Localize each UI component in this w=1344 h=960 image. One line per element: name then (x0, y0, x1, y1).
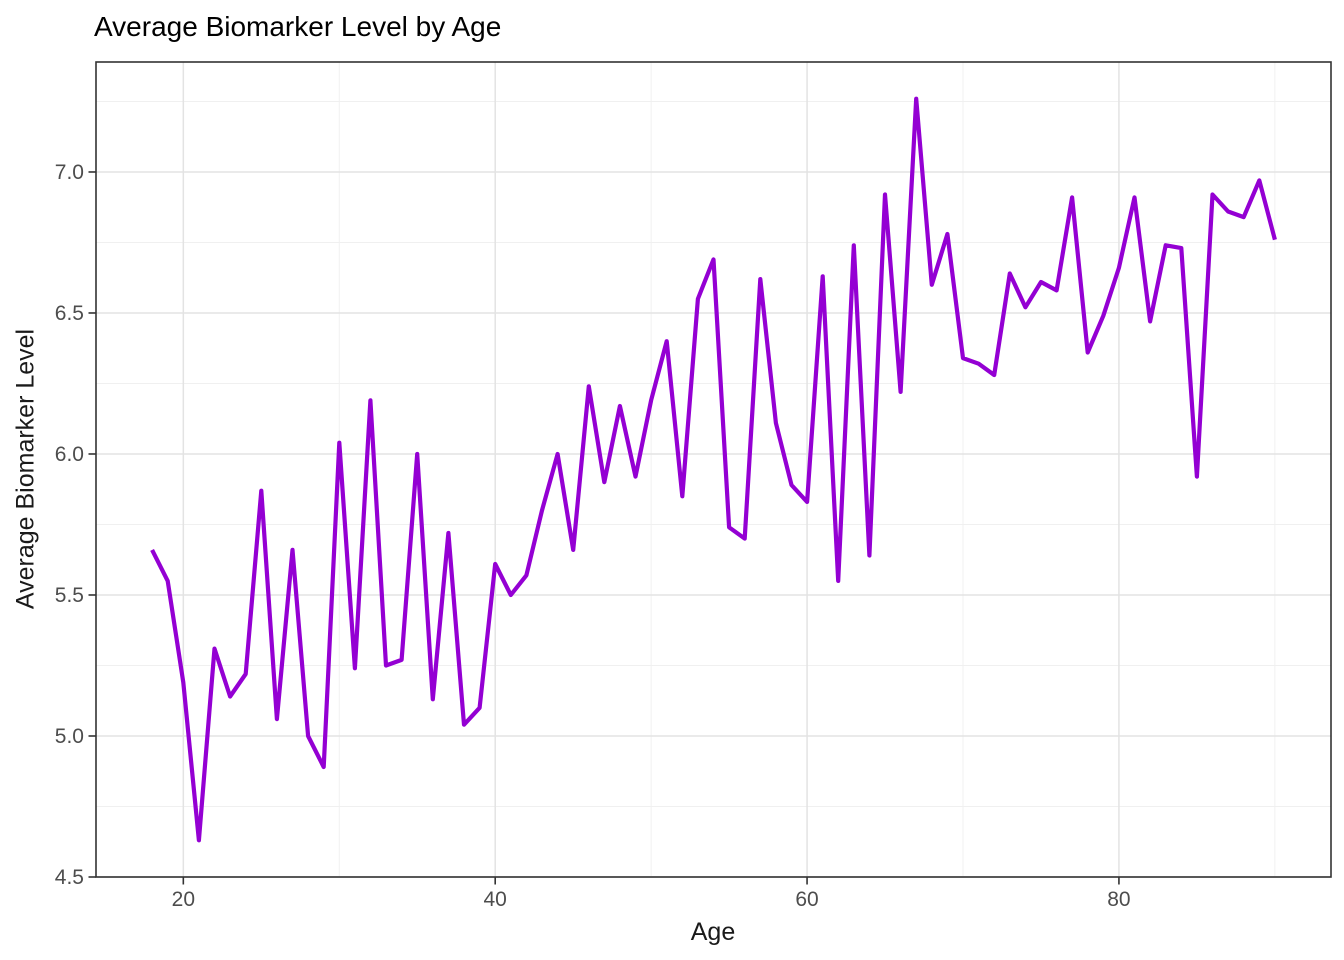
panel-background (96, 62, 1331, 877)
panel-border (95, 61, 1332, 878)
y-tick-label: 6.0 (55, 443, 84, 466)
y-tick-label: 4.5 (55, 866, 84, 889)
x-tick-label: 40 (484, 888, 507, 911)
x-tick-label: 60 (795, 888, 818, 911)
biomarker-line (150, 96, 1277, 843)
y-tick-label: 7.0 (55, 161, 84, 184)
chart-title: Average Biomarker Level by Age (94, 11, 502, 42)
x-tick-label: 80 (1107, 888, 1130, 911)
y-tick-label: 5.5 (55, 584, 84, 607)
y-tick-label: 5.0 (55, 725, 84, 748)
x-tick-label: 20 (172, 888, 195, 911)
y-axis-title: Average Biomarker Level (11, 328, 40, 610)
x-axis-title: Age (690, 918, 736, 946)
y-tick-label: 6.5 (55, 302, 84, 325)
